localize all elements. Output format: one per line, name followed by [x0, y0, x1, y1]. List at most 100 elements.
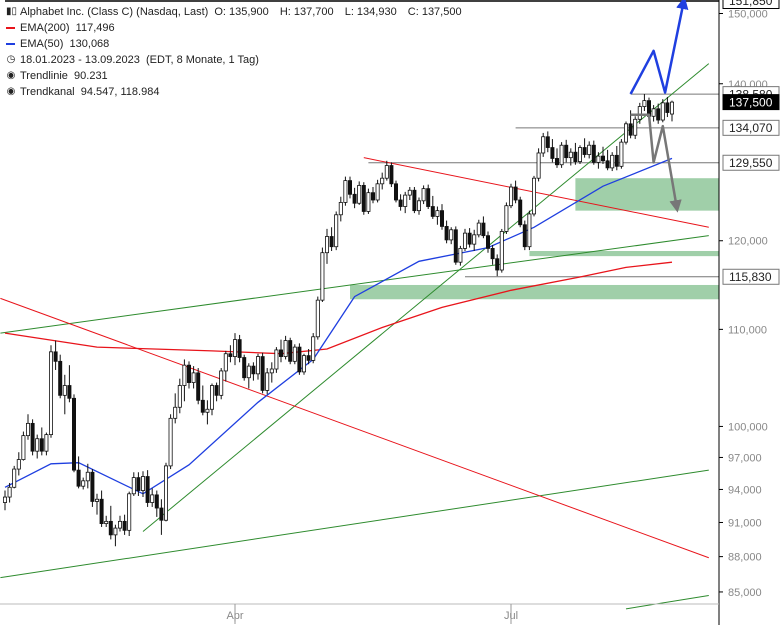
- candle-body: [334, 214, 339, 248]
- legend-trendline-row: ◉ Trendlinie 90.231: [6, 68, 470, 84]
- candle-body: [545, 136, 550, 148]
- ema50-swatch: [6, 43, 15, 45]
- candle-body: [651, 108, 656, 117]
- support-zone: [575, 178, 719, 211]
- candle-body: [39, 438, 44, 452]
- y-tick-label: 85,000: [728, 587, 762, 599]
- candle-body: [265, 372, 270, 391]
- trendchannel-value: 94.547, 118.984: [80, 86, 160, 98]
- candle-body: [421, 188, 426, 202]
- candle-body: [559, 144, 564, 166]
- candle-body: [403, 194, 408, 207]
- candle-body: [601, 155, 606, 162]
- candle-body: [228, 353, 233, 357]
- candle-body: [136, 477, 141, 491]
- candle-body: [255, 356, 260, 375]
- candle-body: [95, 498, 100, 502]
- candle-body: [610, 154, 615, 169]
- ema-lines: [4, 157, 673, 495]
- candle-body: [343, 180, 348, 203]
- candle-body: [200, 399, 205, 413]
- candle-body: [637, 106, 642, 120]
- candle-body: [660, 102, 665, 121]
- trend-lines: [0, 63, 710, 610]
- y-tick-label: 150,000: [728, 8, 768, 20]
- ema200-label: EMA(200): [20, 22, 70, 34]
- ema50-line: [4, 157, 673, 495]
- candle-body: [366, 192, 371, 212]
- candle-body: [357, 185, 362, 204]
- candle-body: [127, 493, 132, 531]
- candle-body: [301, 355, 306, 373]
- candle-body: [246, 365, 251, 379]
- candle-body: [596, 155, 601, 163]
- candle-body: [191, 372, 196, 383]
- candle-body: [140, 476, 145, 491]
- candle-body: [458, 248, 463, 263]
- candle-body: [182, 364, 187, 386]
- candle-body: [380, 177, 385, 185]
- clock-icon: ◷: [6, 54, 16, 65]
- candle-body: [81, 480, 86, 487]
- candle-body: [444, 226, 449, 241]
- price-level-label: 151,850: [729, 0, 773, 8]
- candle-body: [44, 434, 49, 452]
- candle-body: [30, 422, 35, 452]
- candle-body: [481, 222, 486, 237]
- candle-body: [439, 210, 444, 227]
- candle-body: [62, 385, 67, 396]
- candle-body: [12, 468, 17, 488]
- y-tick-label: 88,000: [728, 552, 762, 564]
- ohlc-values: O: 135,900 H: 137,700 L: 134,930 C: 137,…: [214, 4, 469, 20]
- candle-body: [670, 101, 675, 115]
- candle-body: [656, 108, 661, 121]
- candle-body: [361, 185, 366, 212]
- candle-body: [389, 165, 394, 185]
- candle-body: [518, 199, 523, 226]
- candle-body: [232, 339, 237, 357]
- candle-body: [3, 496, 8, 503]
- candle-body: [407, 189, 412, 196]
- candle-body: [35, 438, 40, 452]
- candle-body: [485, 235, 490, 249]
- price-level-box: [722, 268, 780, 285]
- x-tick-label: Jul: [504, 610, 518, 622]
- x-tick-label: Apr: [226, 610, 243, 622]
- candle-body: [122, 520, 127, 531]
- candle-body: [154, 494, 159, 509]
- price-level-box: [722, 154, 780, 171]
- outlook-down-arrow: [630, 113, 682, 213]
- close-value: C: 137,500: [407, 6, 462, 18]
- candle-body: [329, 236, 334, 248]
- candle-body: [118, 520, 123, 529]
- y-tick-label: 91,000: [728, 517, 762, 529]
- candle-body: [555, 158, 560, 166]
- trendline-label: Trendlinie: [20, 70, 68, 82]
- outlook-arrows: [629, 0, 689, 213]
- candle-body: [223, 353, 228, 372]
- candle-body: [370, 192, 375, 201]
- candle-body: [242, 357, 247, 379]
- price-level-label: 129,550: [729, 156, 773, 170]
- trend-line: [0, 235, 709, 334]
- candle-body: [306, 355, 311, 361]
- candle-body: [550, 147, 555, 159]
- candle-body: [573, 151, 578, 162]
- candle-body: [315, 299, 320, 338]
- support-zone: [350, 284, 719, 300]
- price-level-box: [722, 94, 780, 111]
- legend-ema200-row: EMA(200) 117,496: [6, 20, 470, 36]
- candle-body: [58, 360, 63, 396]
- candle-body: [435, 210, 440, 217]
- candle-body: [499, 231, 504, 271]
- candle-body: [467, 232, 472, 245]
- candle-body: [541, 136, 546, 154]
- chart-legend: ▮▯ Alphabet Inc. (Class C) (Nasdaq, Last…: [6, 4, 470, 100]
- candle-body: [605, 160, 610, 169]
- candle-body: [214, 385, 219, 396]
- y-tick-label: 120,000: [728, 236, 768, 248]
- candle-body: [76, 469, 81, 487]
- candle-body: [453, 229, 458, 263]
- high-value: H: 137,700: [279, 6, 334, 18]
